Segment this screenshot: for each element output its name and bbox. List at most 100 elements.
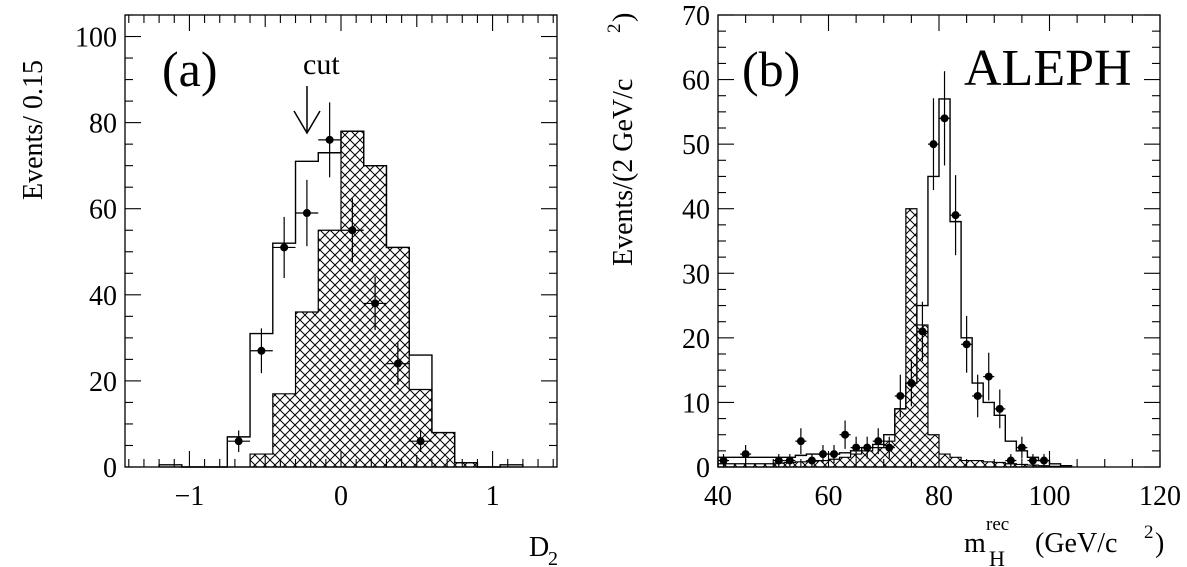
panel-b-data-point [806, 454, 818, 467]
panel-a-x-tick-label: 0 [334, 481, 348, 512]
panel-b-data-point [916, 301, 928, 362]
panel-b-x-label-sup: rec [986, 514, 1009, 535]
panel-a-data-marker [302, 209, 311, 218]
panel-b-data-point [740, 445, 752, 464]
panel-b-data-point [1016, 436, 1028, 459]
panel-a-x-axis-label: D 2 [529, 532, 558, 567]
panel-b-x-label-main: m [964, 528, 986, 559]
panel-a-x-label-main: D [529, 532, 549, 563]
panel-b-data-point [1005, 454, 1017, 467]
panel-a-data-marker [280, 243, 289, 252]
panel-a-data-marker [416, 437, 425, 446]
panel-b-plot-area: 0 10 20 30 40 50 60 70 40 60 80 100 120 [682, 1, 1181, 512]
panel-b-x-tick-label: 100 [1029, 481, 1071, 512]
panel-a-x-label-sub: 2 [548, 548, 558, 567]
panel-a-data-point [295, 179, 319, 247]
panel-b-data-point [773, 454, 785, 467]
panel-b-data-marker [995, 404, 1004, 413]
panel-b-data-point [861, 436, 873, 459]
panel-a-x-tick-label: −1 [175, 481, 205, 512]
panel-b-data-marker [807, 456, 816, 465]
panel-b-data-marker [719, 456, 728, 465]
panel-b-x-tick-label: 60 [815, 481, 843, 512]
panel-b-data-marker [863, 443, 872, 452]
panel-b-data-marker [1017, 443, 1026, 452]
panel-a-y-tick-label: 80 [89, 109, 117, 140]
panel-a-label: (a) [162, 41, 218, 97]
panel-b-data-marker [830, 450, 839, 459]
panel-b-data-marker [796, 437, 805, 446]
panel-b-x-label-unit-sup: 2 [1144, 522, 1154, 543]
panel-b-data-point [795, 428, 807, 455]
panel-a-data-marker [234, 437, 243, 446]
panel-b-data-marker [918, 327, 927, 336]
panel-a-d2-distribution: 0 20 40 60 80 100 −1 0 1 (a) cut Events/ 0.15 D … [18, 14, 558, 567]
panel-b-data-marker [785, 456, 794, 465]
panel-b-data-point [817, 445, 829, 464]
panel-b-y-tick-label: 50 [682, 130, 710, 161]
panel-b-data-point [839, 420, 851, 449]
panel-b-data-point [718, 454, 730, 467]
panel-a-x-tick-label: 1 [486, 481, 500, 512]
panel-b-data-point [994, 389, 1006, 429]
panel-b-data-point [883, 436, 895, 459]
panel-b-total-histogram [717, 98, 1073, 467]
panel-a-data-point [409, 430, 432, 452]
panel-b-data-marker [741, 450, 750, 459]
panel-b-data-point [784, 454, 796, 467]
panel-b-x-axis-label: m rec H (GeV/c 2 ) [964, 514, 1164, 567]
panel-b-y-tick-label: 20 [682, 324, 710, 355]
panel-b-data-point [961, 315, 973, 373]
panel-b-x-tick-label: 120 [1139, 481, 1181, 512]
panel-b-y-label-sup: 2 [604, 24, 625, 34]
panel-b-data-marker [818, 450, 827, 459]
panel-b-label: (b) [742, 41, 800, 97]
panel-a-data-marker [371, 299, 380, 308]
panel-b-data-point [927, 98, 939, 190]
panel-a-data-point [363, 276, 387, 331]
panel-b-data-marker [907, 379, 916, 388]
panel-a-y-tick-label: 60 [89, 195, 117, 226]
panel-b-data-point [983, 352, 995, 401]
panel-b-data-marker [896, 391, 905, 400]
panel-b-data-point [972, 374, 984, 418]
panel-b-y-tick-label: 60 [682, 66, 710, 97]
panel-b-data-marker [1039, 456, 1048, 465]
panel-b-data-point [905, 359, 917, 407]
panel-b-y-tick-label: 30 [682, 259, 710, 290]
panel-a-data-point [341, 198, 364, 263]
panel-a-data-point [386, 342, 410, 385]
panel-b-data-marker [984, 372, 993, 381]
panel-b-data-marker [885, 443, 894, 452]
panel-a-data-point [272, 216, 296, 279]
panel-b-y-tick-label: 0 [696, 453, 710, 484]
panel-a-plot-area: 0 20 40 60 80 100 −1 0 1 [75, 14, 558, 512]
panel-b-x-label-close: ) [1155, 528, 1164, 559]
panel-a-data-marker [393, 359, 402, 368]
panel-b-data-marker [841, 430, 850, 439]
panel-b-data-marker [929, 140, 938, 149]
panel-b-data-point [939, 71, 951, 166]
panel-a-data-point [250, 328, 273, 374]
panel-b-data-point [1027, 454, 1039, 467]
cut-arrow-icon [293, 86, 321, 135]
panel-a-y-tick-label: 100 [75, 23, 117, 54]
panel-b-data-marker [962, 340, 971, 349]
panel-a-data-marker [257, 346, 266, 355]
panel-b-x-label-unit: (GeV/c [1035, 528, 1117, 559]
panel-a-data-point [318, 102, 341, 178]
panel-b-data-point [828, 445, 840, 464]
panel-b-y-axis-label: Events/(2 GeV/c 2 ) [604, 13, 639, 266]
panel-b-data-point [850, 436, 862, 459]
panel-b-y-tick-label: 70 [682, 1, 710, 32]
panel-b-mass-distribution: 0 10 20 30 40 50 60 70 40 60 80 100 120 (b) ALEPH Ev… [604, 1, 1181, 567]
panel-b-data-marker [874, 437, 883, 446]
panel-b-data-marker [774, 456, 783, 465]
panel-b-x-tick-label: 80 [925, 481, 953, 512]
panel-b-data-point [894, 374, 906, 418]
panel-b-data-marker [1028, 456, 1037, 465]
panel-b-data-point [1038, 454, 1050, 467]
panel-b-data-point [950, 175, 962, 256]
panel-a-y-axis-label: Events/ 0.15 [18, 60, 49, 200]
